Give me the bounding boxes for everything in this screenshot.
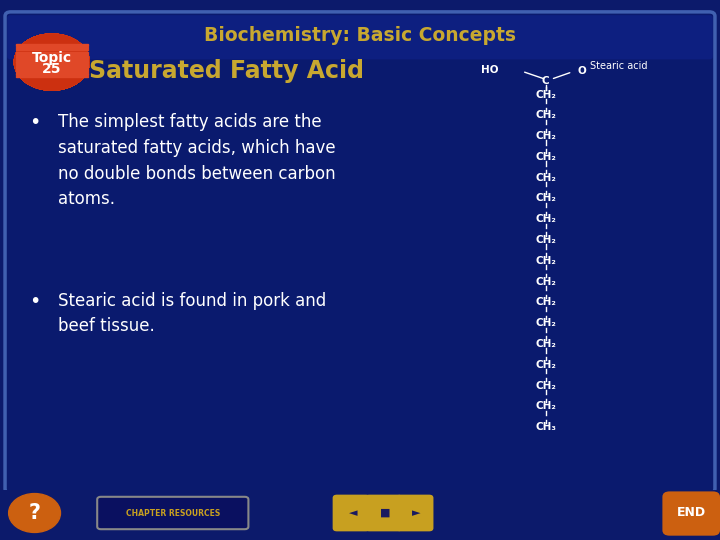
Bar	[16, 44, 88, 45]
Circle shape	[14, 34, 89, 90]
Text: Topic: Topic	[32, 51, 72, 65]
Text: CH₂: CH₂	[536, 235, 556, 245]
Circle shape	[14, 34, 89, 90]
Circle shape	[14, 34, 89, 90]
Text: CH₂: CH₂	[536, 318, 556, 328]
FancyBboxPatch shape	[662, 491, 720, 536]
Text: CH₂: CH₂	[536, 276, 556, 287]
Bar	[16, 49, 88, 51]
Circle shape	[14, 34, 89, 90]
Bar	[16, 69, 88, 70]
Text: 25: 25	[42, 62, 62, 76]
Bar	[16, 71, 88, 72]
Bar	[16, 56, 88, 58]
Text: Stearic acid: Stearic acid	[590, 62, 648, 71]
Bar	[16, 62, 88, 63]
Circle shape	[14, 34, 89, 90]
Text: END: END	[677, 507, 706, 519]
Circle shape	[14, 34, 89, 90]
Text: CH₂: CH₂	[536, 90, 556, 99]
Circle shape	[14, 34, 89, 90]
Circle shape	[14, 34, 89, 90]
Circle shape	[14, 34, 89, 90]
Circle shape	[14, 34, 89, 90]
Text: Biochemistry: Basic Concepts: Biochemistry: Basic Concepts	[204, 26, 516, 45]
Text: The simplest fatty acids are the
saturated fatty acids, which have
no double bon: The simplest fatty acids are the saturat…	[58, 113, 336, 208]
Text: ◄: ◄	[348, 508, 357, 518]
Text: ?: ?	[29, 503, 40, 523]
Circle shape	[14, 34, 89, 90]
FancyBboxPatch shape	[7, 15, 713, 59]
Bar	[16, 64, 88, 65]
FancyBboxPatch shape	[333, 495, 370, 531]
Circle shape	[14, 34, 89, 90]
Text: ■: ■	[380, 508, 390, 518]
Circle shape	[14, 34, 89, 90]
Circle shape	[9, 494, 60, 532]
Text: CH₂: CH₂	[536, 152, 556, 162]
Text: ►: ►	[412, 508, 420, 518]
Text: CHAPTER RESOURCES: CHAPTER RESOURCES	[126, 509, 220, 517]
Text: CH₂: CH₂	[536, 401, 556, 411]
Text: Saturated Fatty Acid: Saturated Fatty Acid	[89, 59, 364, 83]
Bar	[16, 73, 88, 75]
Circle shape	[14, 34, 89, 90]
Text: C: C	[542, 76, 549, 86]
Text: CH₂: CH₂	[536, 339, 556, 349]
Bar	[16, 66, 88, 68]
Text: CH₃: CH₃	[535, 422, 557, 432]
Text: •: •	[29, 292, 40, 310]
FancyBboxPatch shape	[5, 12, 715, 493]
Circle shape	[14, 34, 89, 90]
Circle shape	[14, 34, 89, 90]
Text: Stearic acid is found in pork and
beef tissue.: Stearic acid is found in pork and beef t…	[58, 292, 326, 335]
FancyBboxPatch shape	[365, 495, 402, 531]
Text: CH₂: CH₂	[536, 360, 556, 370]
Circle shape	[14, 34, 89, 90]
Circle shape	[14, 34, 89, 90]
FancyBboxPatch shape	[0, 490, 720, 540]
Text: CH₂: CH₂	[536, 131, 556, 141]
Text: CH₂: CH₂	[536, 110, 556, 120]
Text: CH₂: CH₂	[536, 256, 556, 266]
Text: CH₂: CH₂	[536, 193, 556, 204]
Text: •: •	[29, 113, 40, 132]
Bar	[16, 54, 88, 56]
Circle shape	[14, 34, 89, 90]
Bar	[16, 59, 88, 60]
Text: O: O	[577, 66, 586, 76]
Circle shape	[14, 34, 89, 90]
Bar	[16, 76, 88, 77]
Text: CH₂: CH₂	[536, 381, 556, 390]
Circle shape	[14, 34, 89, 90]
Text: HO: HO	[482, 65, 499, 75]
Bar	[16, 51, 88, 53]
Text: CH₂: CH₂	[536, 298, 556, 307]
Text: CH₂: CH₂	[536, 214, 556, 224]
FancyBboxPatch shape	[396, 495, 433, 531]
Bar	[16, 47, 88, 48]
FancyBboxPatch shape	[97, 497, 248, 529]
Text: CH₂: CH₂	[536, 173, 556, 183]
